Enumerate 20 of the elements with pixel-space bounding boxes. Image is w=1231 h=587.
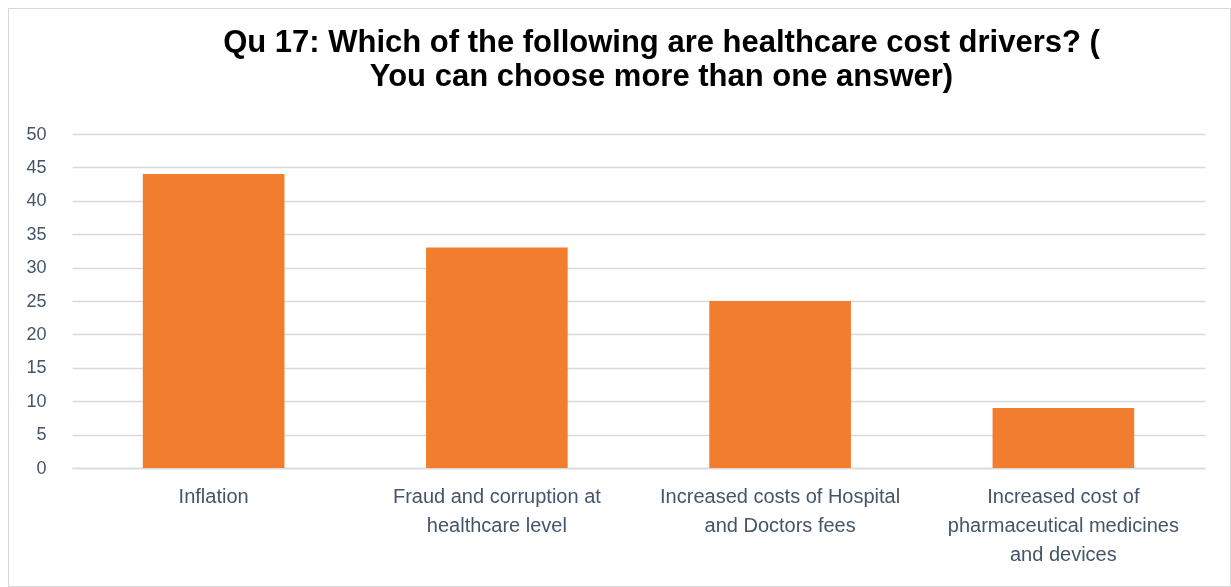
y-tick-label: 15: [26, 357, 47, 378]
y-tick-label: 5: [36, 424, 47, 445]
bar: [709, 301, 851, 468]
x-tick-label: Increased cost of pharmaceutical medicines and devices: [947, 484, 1179, 565]
x-tick-label: Fraud and corruption at healthcare level: [392, 484, 602, 536]
bar: [142, 174, 285, 468]
y-tick-label: 0: [36, 457, 47, 478]
y-tick-label: 30: [26, 257, 47, 278]
y-tick-label: 35: [26, 223, 47, 244]
y-tick-label: 25: [26, 290, 47, 311]
y-tick-label: 10: [26, 390, 47, 411]
bar: [992, 407, 1135, 468]
y-tick-label: 20: [26, 323, 47, 344]
x-tick-label: Inflation: [178, 484, 249, 507]
y-tick-label: 40: [26, 190, 47, 211]
bar: [426, 247, 568, 468]
x-tick-label: Increased costs of Hospital and Doctors fees: [660, 484, 901, 536]
y-tick-label: 45: [26, 156, 47, 177]
y-tick-label: 50: [26, 123, 47, 144]
chart-title: Qu 17: Which of the following are healthcare cost drivers? ( You can choose more than one answer): [223, 24, 1101, 93]
